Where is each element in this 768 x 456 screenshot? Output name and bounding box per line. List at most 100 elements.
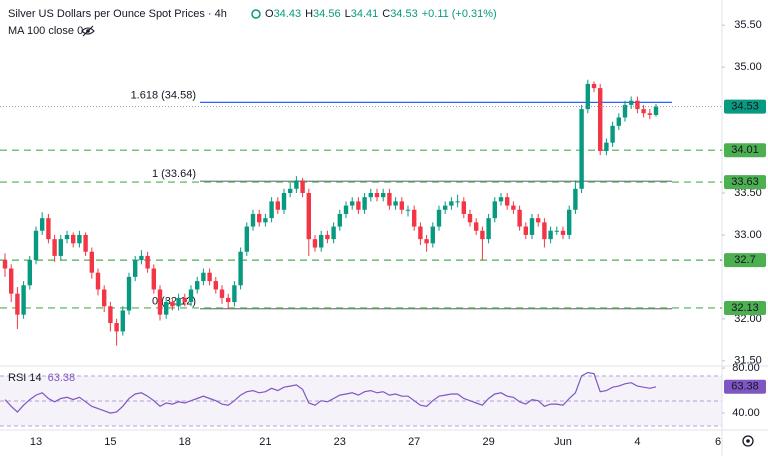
candle-body — [114, 323, 119, 332]
candle-body — [40, 218, 45, 231]
candle-body — [567, 209, 572, 235]
chart-header: Silver US Dollars per Ounce Spot Prices … — [8, 8, 227, 20]
candle-body — [219, 289, 225, 298]
candle-body — [337, 213, 342, 227]
last-price-label: 34.53 — [731, 100, 759, 112]
candle-body — [579, 109, 584, 189]
candle-body — [64, 234, 70, 240]
candle-body — [89, 251, 94, 273]
visibility-icon[interactable] — [81, 25, 95, 37]
candle-body — [474, 222, 479, 231]
candle-body — [145, 255, 150, 269]
status-dot — [251, 9, 261, 19]
level-label: 32.13 — [731, 302, 759, 314]
candle-body — [585, 83, 590, 110]
candle-body — [616, 117, 621, 126]
candle-body — [133, 260, 138, 277]
ohlc-value: 34.41 — [351, 8, 379, 20]
candle-body — [511, 205, 516, 210]
level-box — [724, 175, 766, 190]
y-tick-label: 32.00 — [734, 313, 762, 325]
candle-body — [591, 83, 597, 89]
x-tick-label: 15 — [104, 436, 116, 448]
candle-body — [517, 209, 522, 227]
candle-body — [436, 209, 442, 227]
candle-body — [529, 218, 535, 235]
candle-body — [244, 226, 249, 252]
candle-body — [622, 104, 628, 118]
y-tick-label: 33.50 — [734, 187, 762, 199]
candle-body — [182, 297, 187, 303]
candle-body — [151, 268, 156, 290]
ohlc-value: 34.56 — [313, 8, 341, 20]
candle-body — [21, 285, 26, 315]
level-label: 32.7 — [734, 254, 755, 266]
candle-body — [207, 272, 212, 282]
candle-body — [467, 213, 473, 223]
candle-body — [300, 180, 305, 193]
eye-strike — [82, 25, 94, 37]
rsi-label: RSI 14 — [8, 372, 42, 384]
candle-body — [102, 289, 107, 307]
candle-body — [387, 192, 392, 206]
candle-body — [306, 192, 311, 240]
rsi-legend: RSI 14 63.38 — [8, 372, 75, 384]
candle-body — [232, 285, 237, 303]
candle-body — [480, 230, 485, 240]
candle-body — [356, 201, 361, 210]
candle-body — [542, 222, 547, 240]
candle-body — [492, 201, 497, 219]
candle-body — [331, 226, 336, 240]
candle-body — [120, 310, 125, 332]
candle-body — [139, 255, 144, 261]
candle-body — [486, 218, 491, 240]
candle-body — [2, 260, 8, 269]
candle-body — [424, 239, 429, 244]
candle-body — [641, 109, 646, 114]
x-tick-label: Jun — [554, 436, 572, 448]
candle-body — [554, 230, 559, 232]
ohlc-prefix: O — [265, 8, 274, 20]
x-tick-label: 13 — [30, 436, 42, 448]
candle-body — [164, 302, 169, 315]
candle-body — [604, 142, 609, 152]
candle-body — [325, 234, 330, 240]
fib-label: 1.618 (34.58) — [131, 89, 196, 101]
ohlc-value: 34.43 — [274, 8, 302, 20]
rsi-line — [4, 371, 657, 414]
x-tick-label: 18 — [179, 436, 191, 448]
candle-body — [95, 272, 101, 290]
rsi-value-label: 63.38 — [731, 381, 759, 393]
level-box — [724, 143, 766, 158]
rsi-value-box — [724, 379, 766, 394]
candle-body — [505, 197, 510, 206]
candle-body — [108, 306, 113, 324]
candle-body — [288, 188, 293, 193]
candle-body — [263, 218, 268, 223]
chart-title: Silver US Dollars per Ounce Spot Prices … — [8, 8, 227, 20]
x-tick-label: 23 — [334, 436, 346, 448]
candle-body — [573, 188, 578, 210]
candle-body — [170, 302, 175, 307]
change-pct: (+0.31%) — [452, 8, 497, 20]
candle-body — [269, 201, 274, 219]
ohlc-value: 34.53 — [390, 8, 418, 20]
candle-body — [213, 281, 218, 290]
indicator-label: MA 100 close 0 — [8, 25, 83, 37]
candle-body — [548, 230, 553, 240]
candle-body — [455, 201, 460, 203]
candle-body — [15, 293, 20, 315]
candle-body — [461, 201, 466, 214]
last-price-box — [724, 99, 766, 114]
rsi-legend-value: 63.38 — [48, 372, 76, 384]
candle-body — [405, 209, 411, 211]
x-tick-label: 4 — [634, 436, 640, 448]
x-tick-label: 29 — [482, 436, 494, 448]
candle-body — [610, 125, 615, 143]
candle-body — [393, 201, 398, 206]
settings-icon[interactable] — [742, 435, 754, 447]
candle-body — [9, 268, 14, 294]
rsi-tick-label: 80.00 — [732, 362, 760, 374]
candle-body — [46, 218, 51, 240]
